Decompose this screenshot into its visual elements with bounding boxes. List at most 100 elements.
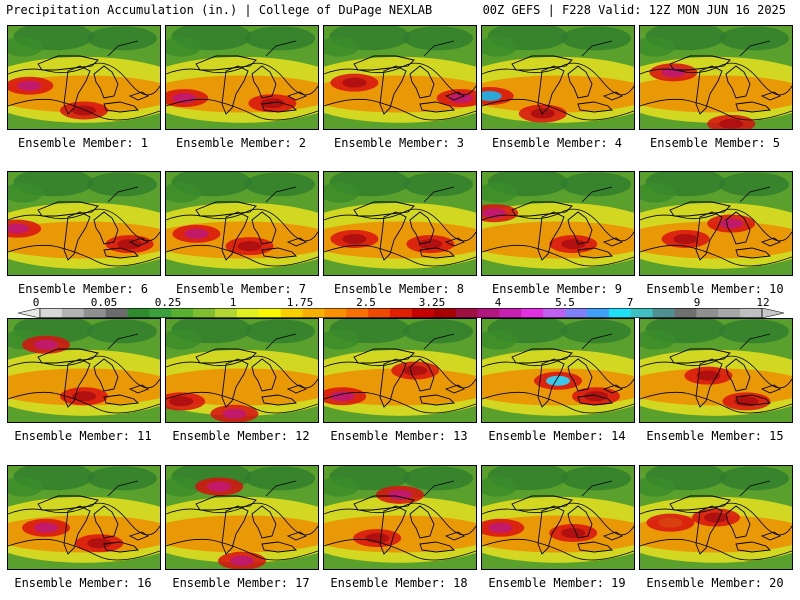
lake-outline (444, 384, 465, 394)
lake-outline (577, 247, 613, 259)
lake-outline (93, 211, 119, 245)
field-patch (403, 26, 473, 51)
colorbar-left-arrow (18, 308, 41, 318)
colorbar-swatch (433, 308, 457, 318)
lake-outline (63, 358, 91, 408)
field-max-core (87, 538, 112, 549)
field-band (166, 368, 318, 406)
field-max-core (388, 489, 412, 500)
field-max-core (330, 391, 355, 402)
lake-outline (567, 505, 593, 539)
precip-field (324, 319, 476, 422)
colorbar-swatch (674, 308, 697, 318)
field-max-core (696, 370, 721, 381)
ensemble-member-label: Ensemble Member: 12 (172, 429, 310, 443)
lake-outline (537, 65, 565, 115)
ensemble-member-label: Ensemble Member: 8 (333, 282, 465, 296)
lake-outline (577, 541, 613, 553)
border-line (423, 186, 455, 203)
lake-outline (409, 358, 435, 392)
ensemble-map-panel (323, 465, 477, 570)
field-patch (561, 172, 631, 197)
ensemble-member-label: Ensemble Member: 15 (646, 429, 784, 443)
colorbar-tick-label: 2.5 (356, 296, 376, 309)
lake-outline (444, 91, 465, 101)
lake-outline (695, 358, 723, 408)
field-patch (719, 26, 789, 51)
field-patch (561, 26, 631, 51)
lake-outline (735, 541, 771, 553)
lake-outline (379, 211, 407, 261)
ensemble-member-label: Ensemble Member: 2 (175, 136, 307, 150)
precip-field (640, 172, 792, 275)
lake-outline (63, 211, 91, 261)
colorbar-swatch (127, 308, 150, 318)
lake-outline (735, 247, 771, 259)
field-max-core (673, 233, 698, 244)
border-line (107, 40, 139, 57)
colorbar-swatch (696, 308, 719, 318)
lake-outline (760, 91, 781, 101)
colorbar-swatch (105, 308, 129, 318)
lake-outline (511, 495, 573, 511)
field-band (640, 75, 792, 113)
lake-outline (419, 541, 455, 553)
colorbar-swatch (521, 308, 544, 318)
lake-outline (103, 101, 139, 113)
border-line (581, 333, 613, 350)
lake-outline (419, 101, 455, 113)
ensemble-member-label: Ensemble Member: 14 (488, 429, 626, 443)
ensemble-map-panel (639, 25, 793, 130)
ensemble-map-panel (165, 171, 319, 276)
ensemble-member-label: Ensemble Member: 6 (17, 282, 149, 296)
field-max-core (658, 517, 683, 528)
field-patch (324, 182, 360, 203)
precip-field (166, 26, 318, 129)
field-max-core (482, 91, 502, 102)
field-max-core (72, 391, 96, 402)
field-max-core (342, 233, 367, 244)
field-max-core (488, 522, 513, 533)
ensemble-member-label: Ensemble Member: 10 (646, 282, 784, 296)
precip-field (8, 26, 160, 129)
field-max-core (260, 98, 285, 109)
lake-outline (353, 201, 415, 217)
ensemble-member-label: Ensemble Member: 18 (330, 576, 468, 590)
field-max-core (237, 241, 262, 252)
field-max-core (169, 396, 194, 407)
colorbar-swatch (411, 308, 435, 318)
ensemble-map-panel (7, 25, 161, 130)
colorbar-swatch (61, 308, 85, 318)
field-patch (324, 36, 360, 57)
border-line (482, 244, 634, 267)
colorbar-swatch (280, 308, 304, 318)
border-line (265, 186, 297, 203)
colorbar-swatch (608, 308, 632, 318)
field-max-core (704, 512, 728, 523)
ensemble-map-panel (323, 25, 477, 130)
lake-outline (37, 348, 99, 364)
field-patch (245, 466, 315, 491)
lake-outline (537, 505, 565, 555)
lake-outline (103, 247, 139, 259)
field-max-core (207, 481, 232, 492)
lake-outline (760, 531, 781, 541)
ensemble-member-label: Ensemble Member: 5 (649, 136, 781, 150)
lake-outline (669, 55, 731, 71)
lake-outline (261, 541, 297, 553)
ensemble-map-panel (7, 171, 161, 276)
ensemble-member-label: Ensemble Member: 9 (491, 282, 623, 296)
lake-outline (93, 505, 119, 539)
colorbar-swatch (149, 308, 172, 318)
field-patch (87, 466, 157, 491)
field-patch (640, 329, 676, 350)
border-line (8, 538, 160, 561)
field-patch (87, 26, 157, 51)
lake-outline (37, 55, 99, 71)
colorbar-tick-label: 9 (693, 296, 701, 309)
border-line (739, 480, 771, 497)
colorbar-tick-label: 1.75 (286, 296, 314, 309)
field-max-core (561, 239, 586, 250)
field-band (482, 75, 634, 113)
lake-outline (760, 384, 781, 394)
